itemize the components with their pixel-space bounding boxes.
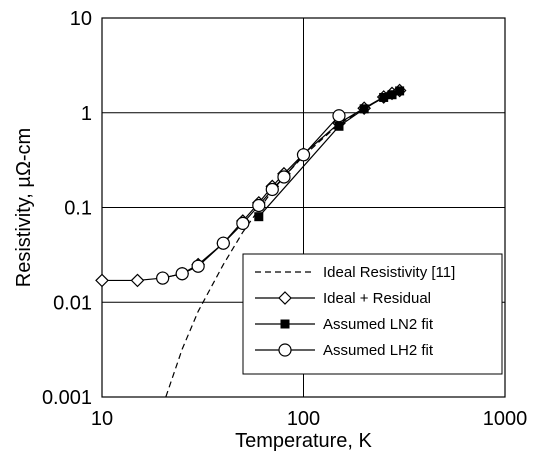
data-point-square (334, 121, 344, 131)
legend-label: Ideal + Residual (323, 290, 431, 307)
legend: Ideal Resistivity [11] Ideal + Residual As… (242, 253, 503, 375)
legend-marker-diamond (278, 291, 292, 305)
y-axis-title: Resistivity, µΩ-cm (13, 128, 35, 287)
legend-entry: Ideal Resistivity [11] (255, 264, 455, 281)
y-tick-label: 0.001 (42, 387, 92, 409)
legend-label: Assumed LH2 fit (323, 342, 434, 359)
data-point-circle (252, 198, 266, 213)
data-point-circle (156, 271, 170, 285)
data-point-square (359, 104, 369, 114)
series-line (258, 90, 400, 218)
x-tick-label: 10 (91, 408, 113, 430)
legend-marker-square (280, 319, 290, 329)
data-point-circle (236, 216, 250, 230)
data-point-circle (265, 182, 279, 197)
series-square (254, 86, 405, 222)
legend-entry: Assumed LH2 fit (255, 342, 434, 359)
data-point-circle (296, 148, 311, 162)
data-point-square (395, 86, 405, 96)
legend-label: Assumed LN2 fit (323, 316, 434, 333)
data-point-circle (175, 267, 189, 281)
data-point-circle (332, 109, 346, 123)
tick-labels: 10 100 1000 0.001 0.01 0.1 1 10 (42, 8, 527, 430)
y-tick-label: 0.01 (53, 292, 92, 314)
data-point-square (254, 212, 264, 222)
data-point-diamond (130, 273, 145, 288)
series-line (102, 89, 400, 282)
x-tick-label: 1000 (483, 408, 528, 430)
series-line (162, 115, 340, 279)
legend-entry: Assumed LN2 fit (255, 316, 434, 333)
x-axis-title: Temperature, K (235, 430, 372, 452)
series-layer (95, 83, 407, 397)
legend-label: Ideal Resistivity [11] (323, 264, 455, 281)
x-tick-label: 100 (287, 408, 320, 430)
plot-frame (101, 17, 506, 398)
data-point-circle (277, 170, 291, 184)
y-tick-label: 0.1 (64, 198, 92, 220)
data-point-square (379, 92, 389, 102)
data-point-square (387, 90, 397, 100)
legend-marker-circle (278, 343, 292, 357)
y-tick-label: 10 (70, 8, 92, 30)
data-point-circle (216, 236, 230, 250)
legend-entry: Ideal + Residual (255, 290, 431, 307)
y-tick-label: 1 (81, 103, 92, 125)
series-circle (156, 109, 346, 285)
data-point-circle (191, 259, 205, 273)
data-point-diamond (95, 273, 109, 288)
